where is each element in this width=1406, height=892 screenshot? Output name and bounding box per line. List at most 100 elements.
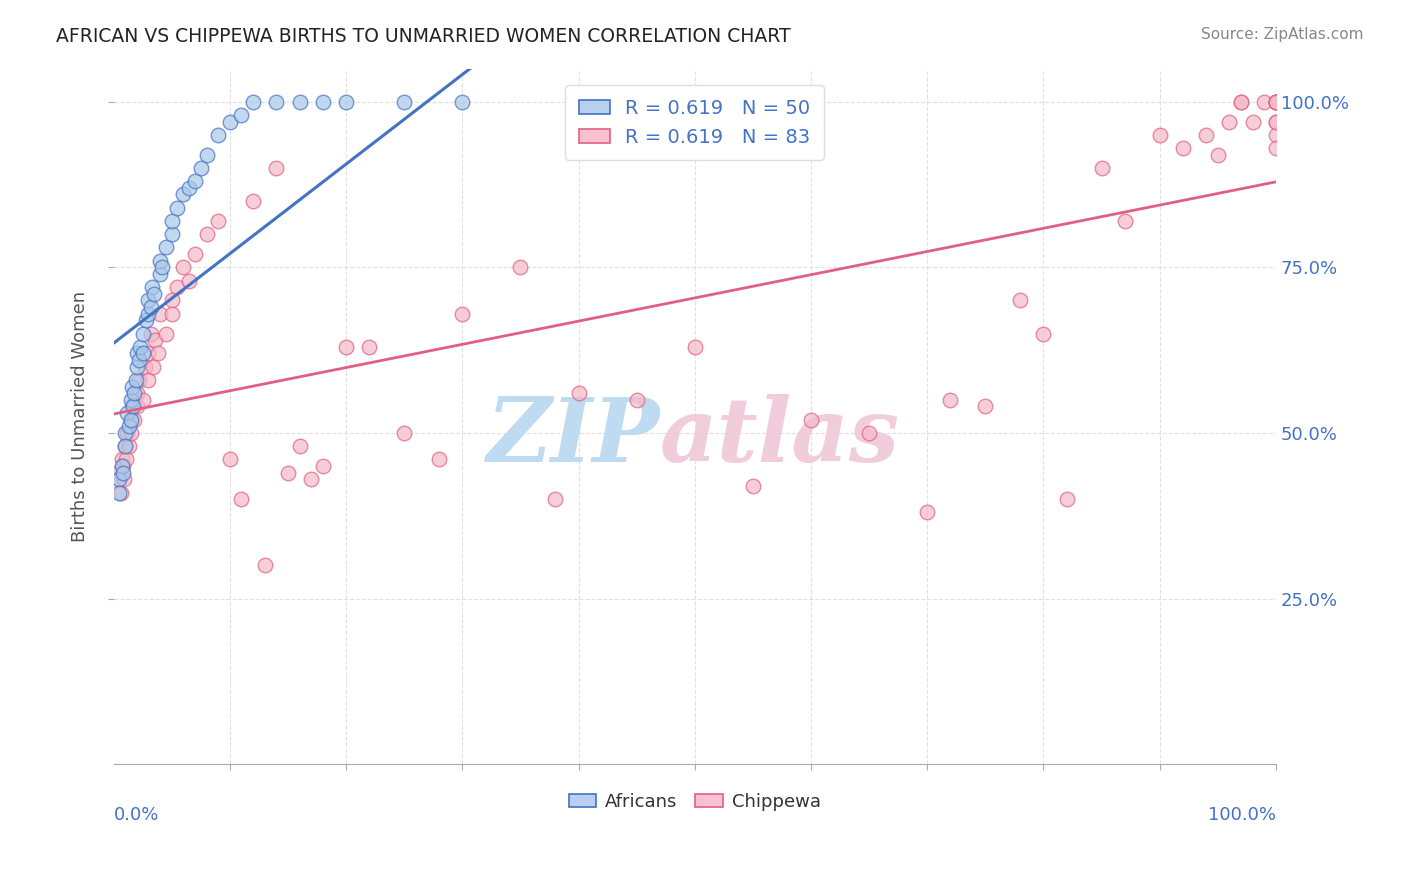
Point <box>138 293 160 308</box>
Point <box>107 466 129 480</box>
Point <box>155 240 177 254</box>
Point <box>1206 147 1229 161</box>
Point <box>1230 95 1253 109</box>
Point <box>138 373 160 387</box>
Point <box>139 300 162 314</box>
Text: 0.0%: 0.0% <box>114 806 159 824</box>
Point <box>160 307 183 321</box>
Point <box>145 333 167 347</box>
Point <box>451 95 474 109</box>
Point <box>155 326 177 341</box>
Point <box>299 472 322 486</box>
Point <box>1241 114 1264 128</box>
Point <box>125 386 148 401</box>
Point <box>392 425 415 440</box>
Point <box>195 147 218 161</box>
Point <box>111 459 134 474</box>
Point <box>195 227 218 242</box>
Point <box>335 95 357 109</box>
Point <box>124 373 146 387</box>
Point <box>115 452 138 467</box>
Point <box>129 340 152 354</box>
Point <box>266 161 288 175</box>
Point <box>114 439 136 453</box>
Point <box>125 359 148 374</box>
Point <box>277 466 299 480</box>
Point <box>312 95 335 109</box>
Point <box>121 400 143 414</box>
Point <box>128 373 150 387</box>
Point <box>392 95 415 109</box>
Point <box>122 400 145 414</box>
Point <box>544 492 567 507</box>
Point <box>1265 95 1288 109</box>
Point <box>125 346 148 360</box>
Point <box>111 466 134 480</box>
Point <box>509 260 531 275</box>
Point <box>131 326 153 341</box>
Point <box>231 108 253 122</box>
Point <box>120 392 142 407</box>
Point <box>160 214 183 228</box>
Point <box>1218 114 1240 128</box>
Point <box>741 479 763 493</box>
Point <box>172 260 194 275</box>
Point <box>190 161 212 175</box>
Point <box>1149 128 1171 142</box>
Point <box>120 425 142 440</box>
Point <box>1010 293 1032 308</box>
Point <box>131 346 153 360</box>
Point <box>120 413 142 427</box>
Point <box>114 425 136 440</box>
Point <box>1265 95 1288 109</box>
Point <box>125 400 148 414</box>
Text: Source: ZipAtlas.com: Source: ZipAtlas.com <box>1201 27 1364 42</box>
Point <box>184 247 207 261</box>
Point <box>1090 161 1112 175</box>
Point <box>567 386 589 401</box>
Point <box>142 359 165 374</box>
Point <box>108 485 131 500</box>
Point <box>134 359 156 374</box>
Point <box>111 452 134 467</box>
Point <box>120 413 142 427</box>
Point <box>138 346 160 360</box>
Point <box>135 313 157 327</box>
Text: AFRICAN VS CHIPPEWA BIRTHS TO UNMARRIED WOMEN CORRELATION CHART: AFRICAN VS CHIPPEWA BIRTHS TO UNMARRIED … <box>56 27 790 45</box>
Point <box>139 326 162 341</box>
Point <box>117 425 139 440</box>
Point <box>1230 95 1253 109</box>
Point <box>160 293 183 308</box>
Point <box>231 492 253 507</box>
Legend: Africans, Chippewa: Africans, Chippewa <box>562 786 828 818</box>
Point <box>939 392 962 407</box>
Point <box>149 267 172 281</box>
Point <box>1032 326 1054 341</box>
Point <box>1056 492 1078 507</box>
Point <box>207 214 229 228</box>
Text: ZIP: ZIP <box>486 394 659 481</box>
Point <box>683 340 706 354</box>
Point <box>1253 95 1275 109</box>
Point <box>128 353 150 368</box>
Point <box>166 280 188 294</box>
Point <box>177 181 200 195</box>
Point <box>146 346 169 360</box>
Point <box>359 340 381 354</box>
Point <box>207 128 229 142</box>
Point <box>114 439 136 453</box>
Point <box>626 392 648 407</box>
Point <box>242 95 264 109</box>
Point <box>335 340 357 354</box>
Point <box>108 472 131 486</box>
Point <box>1114 214 1136 228</box>
Point <box>172 187 194 202</box>
Point <box>143 286 166 301</box>
Point <box>149 307 172 321</box>
Point <box>124 386 146 401</box>
Point <box>124 413 146 427</box>
Point <box>138 307 160 321</box>
Point <box>112 472 135 486</box>
Point <box>108 472 131 486</box>
Point <box>266 95 288 109</box>
